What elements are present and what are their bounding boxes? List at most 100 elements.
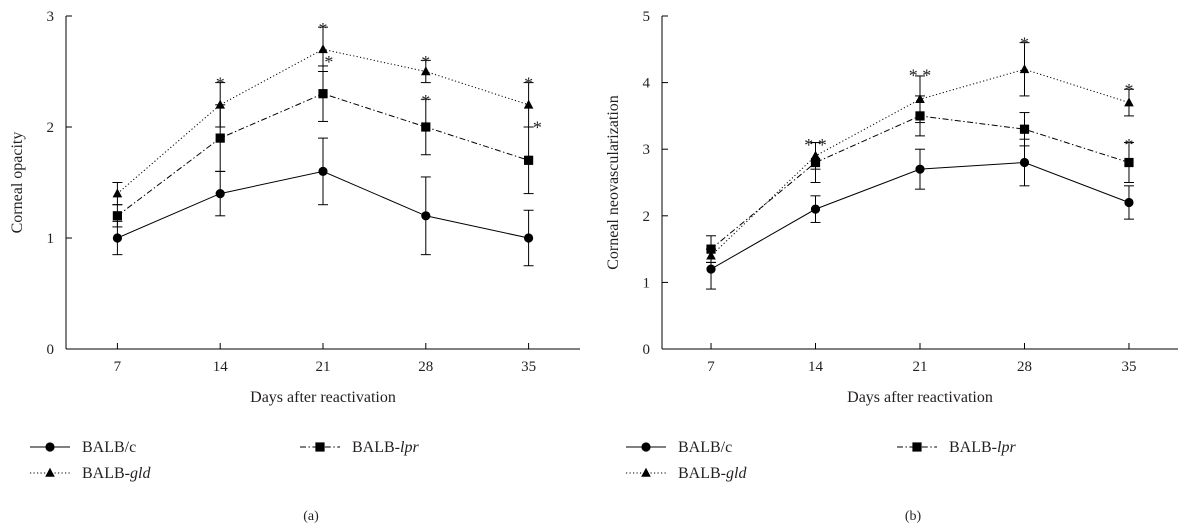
data-point-balblpr bbox=[318, 89, 328, 99]
legend-label-text: BALB/c bbox=[678, 439, 732, 456]
legend-label: BALB-gld bbox=[678, 465, 747, 482]
data-point-balbgld bbox=[810, 150, 821, 160]
y-axis-title: Corneal neovascularization bbox=[605, 95, 622, 270]
legend-item-balblpr: BALB-lpr bbox=[300, 439, 419, 456]
data-point-balbgld bbox=[421, 66, 431, 76]
data-point-balblpr bbox=[915, 111, 925, 121]
x-tick-label: 7 bbox=[114, 359, 122, 375]
x-tick-label: 7 bbox=[707, 359, 715, 375]
legend-label-text: BALB- bbox=[949, 439, 997, 456]
y-tick-label: 5 bbox=[643, 9, 651, 25]
y-tick-label: 1 bbox=[47, 231, 55, 247]
significance-marker: * bbox=[324, 52, 333, 72]
significance-marker: * bbox=[524, 73, 533, 93]
panel-label: (a) bbox=[303, 509, 319, 524]
data-point-balbc bbox=[810, 204, 821, 214]
legend-label: BALB/c bbox=[82, 439, 136, 456]
legend-label-text: BALB- bbox=[678, 465, 726, 482]
data-point-balbc bbox=[421, 211, 431, 221]
data-point-balblpr bbox=[524, 155, 534, 165]
data-point-balbgld bbox=[112, 188, 123, 198]
significance-marker: * bbox=[421, 52, 430, 72]
y-tick-label: 2 bbox=[47, 120, 55, 136]
significance-marker: * bbox=[533, 118, 542, 138]
legend-label-text: BALB- bbox=[82, 465, 130, 482]
legend-label-text: BALB/c bbox=[82, 439, 136, 456]
legend-item-balbc: BALB/c bbox=[30, 439, 136, 456]
legend-label: BALB-lpr bbox=[949, 439, 1016, 456]
legend-label-italic: lpr bbox=[997, 439, 1016, 456]
significance-marker: * bbox=[1124, 80, 1133, 100]
data-point-balblpr bbox=[112, 211, 122, 221]
data-point-balblpr bbox=[1124, 157, 1134, 168]
y-tick-label: 2 bbox=[643, 209, 651, 225]
significance-marker: * bbox=[319, 19, 328, 39]
data-point-balbc bbox=[215, 189, 225, 199]
x-axis-title: Days after reactivation bbox=[847, 389, 993, 406]
x-tick-label: 14 bbox=[808, 359, 824, 375]
legend-item-balbgld: BALB-gld bbox=[626, 465, 747, 482]
significance-marker: * bbox=[1020, 33, 1029, 53]
legend-marker-circle bbox=[641, 442, 651, 452]
data-point-balblpr bbox=[215, 133, 225, 143]
legend-label: BALB-lpr bbox=[352, 439, 419, 456]
data-point-balbgld bbox=[915, 94, 925, 104]
data-point-balbc bbox=[318, 166, 328, 176]
legend-label: BALB/c bbox=[678, 439, 732, 456]
legend-marker-circle bbox=[45, 442, 55, 452]
panel-label: (b) bbox=[905, 509, 922, 524]
x-axis-title: Days after reactivation bbox=[250, 389, 396, 406]
legend-marker-triangle bbox=[45, 467, 55, 477]
chart-panel-a: 0 1 2 3 7 14 21 28 35 Days after reactivation Corn… bbox=[9, 9, 580, 524]
data-point-balbc bbox=[524, 233, 534, 243]
x-tick-label: 28 bbox=[418, 359, 433, 375]
y-tick-label: 3 bbox=[643, 142, 651, 158]
x-tick-label: 35 bbox=[521, 359, 536, 375]
data-point-balbc bbox=[1019, 157, 1030, 168]
legend-label: BALB-gld bbox=[82, 465, 151, 482]
legend-label-italic: gld bbox=[130, 465, 151, 482]
x-tick-label: 21 bbox=[913, 359, 928, 375]
x-tick-label: 35 bbox=[1121, 359, 1136, 375]
data-point-balbgld bbox=[706, 250, 716, 260]
legend-marker-square bbox=[315, 442, 325, 452]
significance-marker: * bbox=[1124, 135, 1133, 155]
significance-marker: * bbox=[421, 91, 430, 111]
legend-item-balbgld: BALB-gld bbox=[30, 465, 151, 482]
data-point-balblpr bbox=[810, 157, 821, 168]
y-tick-label: 1 bbox=[643, 275, 651, 291]
y-tick-label: 0 bbox=[643, 342, 651, 358]
x-tick-label: 21 bbox=[316, 359, 331, 375]
y-tick-label: 4 bbox=[643, 76, 651, 92]
chart-panel-b: 0 1 2 3 4 5 7 14 21 28 35 Days after reactivation Co… bbox=[605, 9, 1178, 524]
significance-marker: * * bbox=[804, 135, 827, 155]
legend-label-italic: gld bbox=[726, 465, 747, 482]
y-tick-label: 3 bbox=[47, 9, 55, 25]
legend-item-balblpr: BALB-lpr bbox=[897, 439, 1016, 456]
y-tick-label: 0 bbox=[47, 342, 55, 358]
data-point-balbgld bbox=[318, 44, 328, 54]
significance-marker: * * bbox=[909, 65, 932, 85]
legend-marker-triangle bbox=[641, 467, 651, 477]
data-point-balbgld bbox=[215, 99, 225, 109]
data-point-balbgld bbox=[1124, 97, 1134, 107]
data-point-balbc bbox=[112, 233, 122, 243]
legend-label-text: BALB- bbox=[352, 439, 400, 456]
data-point-balbgld bbox=[523, 99, 534, 109]
legend-marker-square bbox=[912, 442, 922, 452]
x-tick-label: 28 bbox=[1017, 359, 1032, 375]
data-point-balbgld bbox=[1019, 64, 1030, 74]
x-tick-label: 14 bbox=[213, 359, 229, 375]
data-point-balbc bbox=[915, 164, 925, 174]
data-point-balblpr bbox=[1019, 124, 1030, 134]
data-point-balblpr bbox=[706, 244, 716, 254]
significance-marker: * bbox=[216, 73, 225, 93]
y-axis-title: Corneal opacity bbox=[9, 132, 26, 234]
data-point-balbc bbox=[706, 264, 716, 274]
legend-label-italic: lpr bbox=[400, 439, 419, 456]
data-point-balbc bbox=[1124, 197, 1134, 208]
data-point-balblpr bbox=[421, 122, 431, 132]
